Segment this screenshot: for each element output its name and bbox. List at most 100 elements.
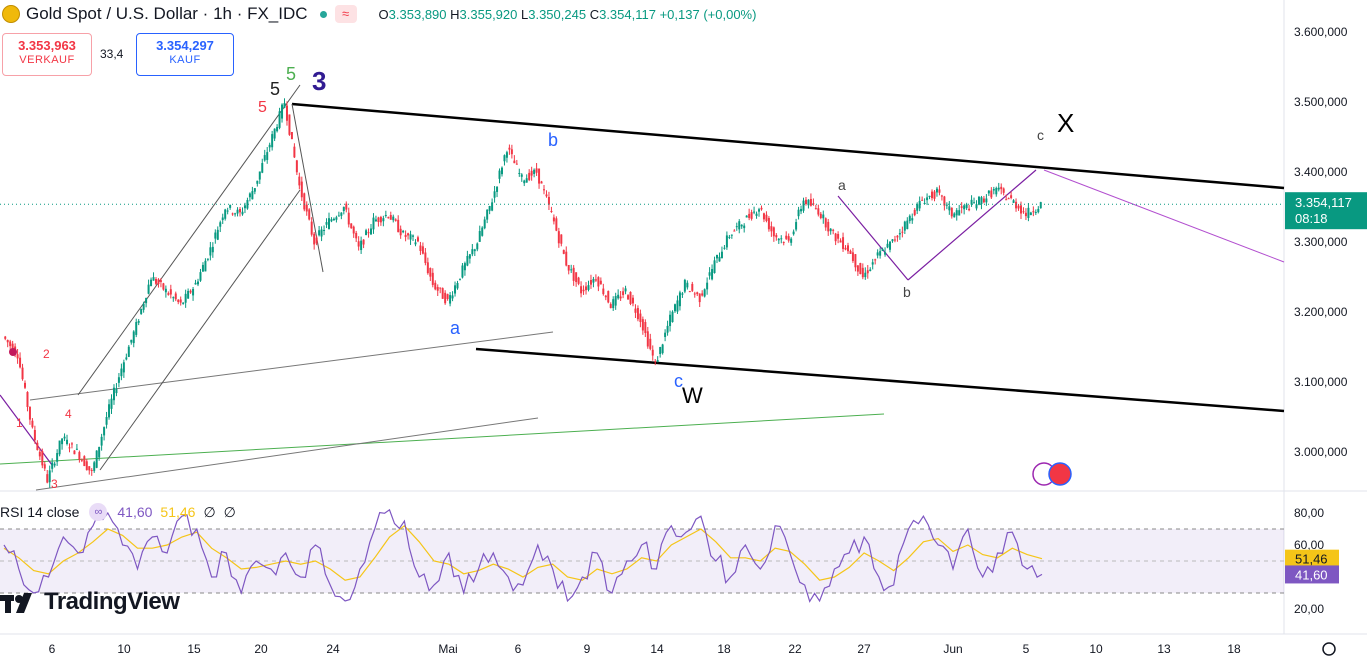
rsi-value: 41,60 bbox=[117, 504, 153, 520]
candle-body bbox=[285, 105, 288, 121]
wave-label: 2 bbox=[43, 347, 50, 361]
candle-body bbox=[466, 255, 469, 266]
trend-line[interactable] bbox=[35, 417, 539, 491]
candle-body bbox=[352, 226, 355, 234]
time-tick-label: 24 bbox=[326, 642, 340, 656]
buy-label: KAUF bbox=[169, 54, 201, 66]
candle-body bbox=[179, 299, 182, 303]
symbol-title[interactable]: Gold Spot / U.S. Dollar · 1h · FX_IDC bbox=[26, 4, 308, 23]
candle-body bbox=[476, 243, 479, 250]
candle-body bbox=[651, 349, 654, 356]
candle-body bbox=[187, 290, 190, 299]
candle-body bbox=[666, 325, 669, 333]
candle-body bbox=[958, 210, 961, 216]
candle-body bbox=[901, 231, 904, 233]
trend-line[interactable] bbox=[0, 394, 53, 466]
rsi-null-1: ∅ bbox=[203, 503, 216, 520]
candle-body bbox=[703, 289, 706, 297]
candle-body bbox=[627, 295, 630, 300]
candle-body bbox=[416, 237, 419, 242]
candle-body bbox=[234, 213, 237, 215]
candle-body bbox=[154, 278, 157, 284]
candle-body bbox=[874, 259, 877, 261]
market-open-dot-icon bbox=[319, 10, 327, 18]
price-tick-label: 3.000,000 bbox=[1294, 445, 1348, 459]
candle-body bbox=[661, 344, 664, 354]
candle-body bbox=[169, 289, 172, 295]
trend-line[interactable] bbox=[907, 169, 1037, 281]
candle-body bbox=[987, 190, 990, 194]
time-tick-label: 18 bbox=[717, 642, 731, 656]
candle-body bbox=[706, 282, 709, 290]
candle-body bbox=[743, 225, 746, 229]
candle-body bbox=[263, 155, 266, 161]
trend-line[interactable] bbox=[475, 347, 1285, 413]
rsi-tick-label: 80,00 bbox=[1294, 506, 1324, 520]
candle-body bbox=[327, 218, 330, 229]
candle-body bbox=[100, 436, 103, 446]
tradingview-logo[interactable]: TradingView bbox=[0, 588, 180, 616]
candle-body bbox=[903, 221, 906, 231]
candle-body bbox=[938, 189, 941, 193]
candle-body bbox=[488, 206, 491, 211]
candle-body bbox=[313, 233, 316, 245]
trend-line[interactable] bbox=[291, 102, 1285, 190]
candle-body bbox=[402, 230, 405, 233]
candle-body bbox=[426, 262, 429, 274]
wave-label: 5 bbox=[286, 64, 296, 84]
candle-body bbox=[78, 452, 81, 460]
candle-body bbox=[1019, 205, 1022, 214]
trend-line[interactable] bbox=[0, 413, 885, 465]
candle-body bbox=[216, 229, 219, 240]
trend-line[interactable] bbox=[291, 103, 324, 273]
candle-body bbox=[530, 170, 533, 176]
candle-body bbox=[122, 362, 125, 373]
trend-line[interactable] bbox=[99, 189, 301, 471]
candle-body bbox=[367, 232, 370, 234]
event-marker[interactable] bbox=[9, 348, 17, 356]
current-price-tag[interactable] bbox=[1285, 192, 1367, 230]
rsi-label[interactable]: RSI 14 close bbox=[0, 504, 80, 520]
candle-body bbox=[889, 241, 892, 250]
candle-body bbox=[523, 180, 526, 184]
wave-label: c bbox=[674, 371, 683, 391]
trend-line[interactable] bbox=[837, 195, 909, 281]
trend-line[interactable] bbox=[29, 331, 554, 401]
candle-body bbox=[58, 440, 61, 455]
candle-body bbox=[389, 214, 392, 220]
tradingview-wordmark: TradingView bbox=[44, 588, 180, 615]
candle-body bbox=[649, 338, 652, 349]
candle-body bbox=[547, 196, 550, 205]
trend-line[interactable] bbox=[1043, 169, 1285, 263]
buy-button[interactable]: 3.354,297 KAUF bbox=[136, 33, 234, 76]
candle-body bbox=[248, 193, 251, 198]
candle-body bbox=[970, 199, 973, 205]
candle-body bbox=[239, 209, 242, 213]
candle-body bbox=[725, 235, 728, 248]
candle-body bbox=[219, 222, 222, 227]
candle-body bbox=[908, 215, 911, 222]
candle-body bbox=[24, 382, 27, 388]
candle-body bbox=[63, 436, 66, 439]
chart-settings-icon[interactable] bbox=[1322, 642, 1336, 656]
candle-body bbox=[303, 193, 306, 210]
wave-label: 4 bbox=[65, 407, 72, 421]
candle-body bbox=[229, 204, 232, 208]
candle-body bbox=[73, 450, 76, 455]
rsi-settings-icon[interactable]: ∞ bbox=[89, 503, 108, 521]
trend-line[interactable] bbox=[77, 84, 301, 396]
candle-body bbox=[602, 288, 605, 295]
us-flag-icon[interactable] bbox=[1048, 462, 1072, 486]
candle-body bbox=[733, 230, 736, 232]
candle-body bbox=[592, 278, 595, 283]
candle-body bbox=[1002, 188, 1005, 193]
candle-body bbox=[221, 217, 224, 221]
candle-body bbox=[446, 294, 449, 299]
candle-body bbox=[886, 243, 889, 248]
wave-icon[interactable]: ≈ bbox=[334, 5, 357, 23]
candle-body bbox=[95, 450, 98, 468]
sell-button[interactable]: 3.353,963 VERKAUF bbox=[2, 33, 92, 76]
candle-body bbox=[683, 279, 686, 292]
close-value: 3.354,117 bbox=[599, 6, 656, 22]
